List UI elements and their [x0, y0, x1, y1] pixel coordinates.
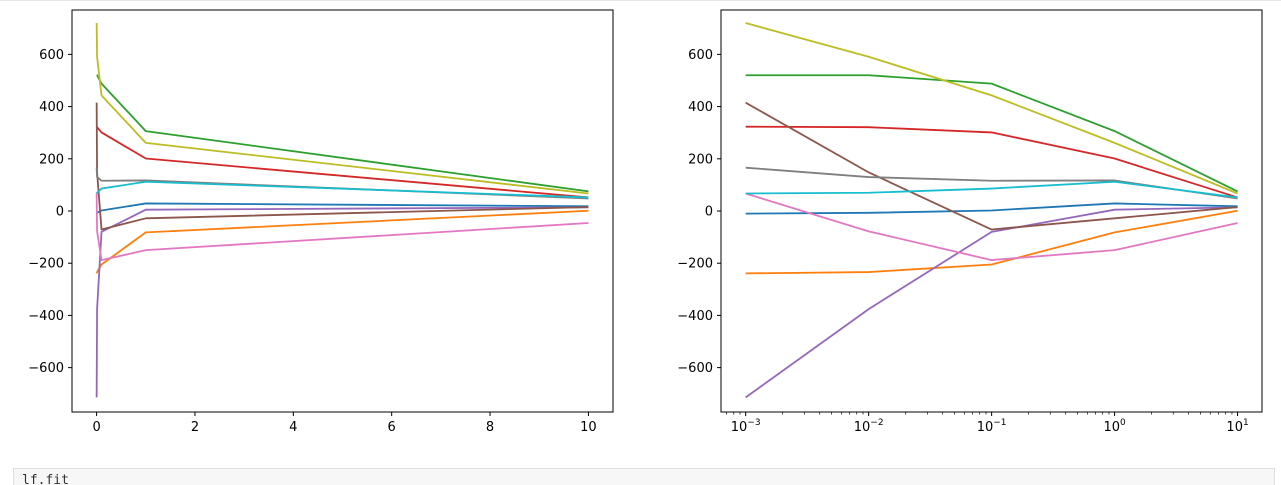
y-tick-label: 0	[705, 205, 713, 220]
top-divider	[0, 0, 1281, 1]
x-tick-label: 10−3	[731, 418, 761, 435]
y-tick-label: −400	[28, 309, 64, 324]
series-line-5	[95, 206, 589, 398]
x-tick-label: 6	[388, 420, 396, 435]
x-tick-label: 101	[1226, 418, 1248, 435]
y-tick-label: −600	[28, 361, 64, 376]
series-line-3	[96, 74, 589, 193]
code-cell-text: lf.fit	[22, 473, 69, 485]
series-line-4	[95, 126, 589, 199]
series-line-7	[745, 192, 1238, 261]
x-tick-label: 2	[191, 420, 199, 435]
code-cell[interactable]: lf.fit	[13, 468, 1275, 485]
x-tick-label: 0	[92, 420, 100, 435]
y-tick-label: 600	[688, 48, 713, 63]
y-tick-label: 600	[39, 48, 64, 63]
series-line-4	[745, 125, 1238, 199]
series-line-1	[745, 202, 1238, 215]
y-tick-label: 200	[39, 152, 64, 167]
y-tick-label: −400	[677, 309, 713, 324]
series-line-6	[745, 101, 1238, 231]
series-line-5	[745, 206, 1238, 399]
x-tick-label: 10−2	[854, 418, 884, 435]
series-line-7	[95, 193, 589, 261]
y-tick-label: −200	[28, 257, 64, 272]
series-line-2	[95, 209, 589, 274]
series-line-10	[745, 180, 1238, 199]
series-line-2	[745, 209, 1238, 275]
x-tick-label: 4	[289, 420, 297, 435]
y-tick-label: −600	[677, 361, 713, 376]
y-tick-label: 400	[688, 100, 713, 115]
chart-2: −600 −400 −200 0 200 400 600 10−3 10−2 10−1 100 101	[677, 9, 1263, 435]
y-tick-label: 200	[688, 152, 713, 167]
x-tick-label: 100	[1103, 418, 1126, 435]
series-line-3	[745, 74, 1238, 193]
series-line-9	[95, 23, 589, 195]
series-line-10	[95, 180, 589, 199]
y-tick-label: −200	[677, 257, 713, 272]
series-line-6	[95, 102, 589, 231]
axes-frame	[71, 9, 614, 413]
y-tick-label: 0	[56, 205, 64, 220]
x-tick-label: 8	[486, 420, 494, 435]
series-group	[745, 22, 1238, 399]
chart-1: −600 −400 −200 0 200 400 600 0 2 4 6 8 10	[28, 9, 614, 435]
x-tick-label: 10	[580, 420, 597, 435]
series-group	[95, 23, 589, 398]
y-tick-label: 400	[39, 100, 64, 115]
figure: −600 −400 −200 0 200 400 600 0 2 4 6 8 10 −600 −400 −20…	[28, 9, 1263, 435]
x-tick-label: 10−1	[977, 418, 1007, 435]
series-line-9	[745, 22, 1238, 195]
